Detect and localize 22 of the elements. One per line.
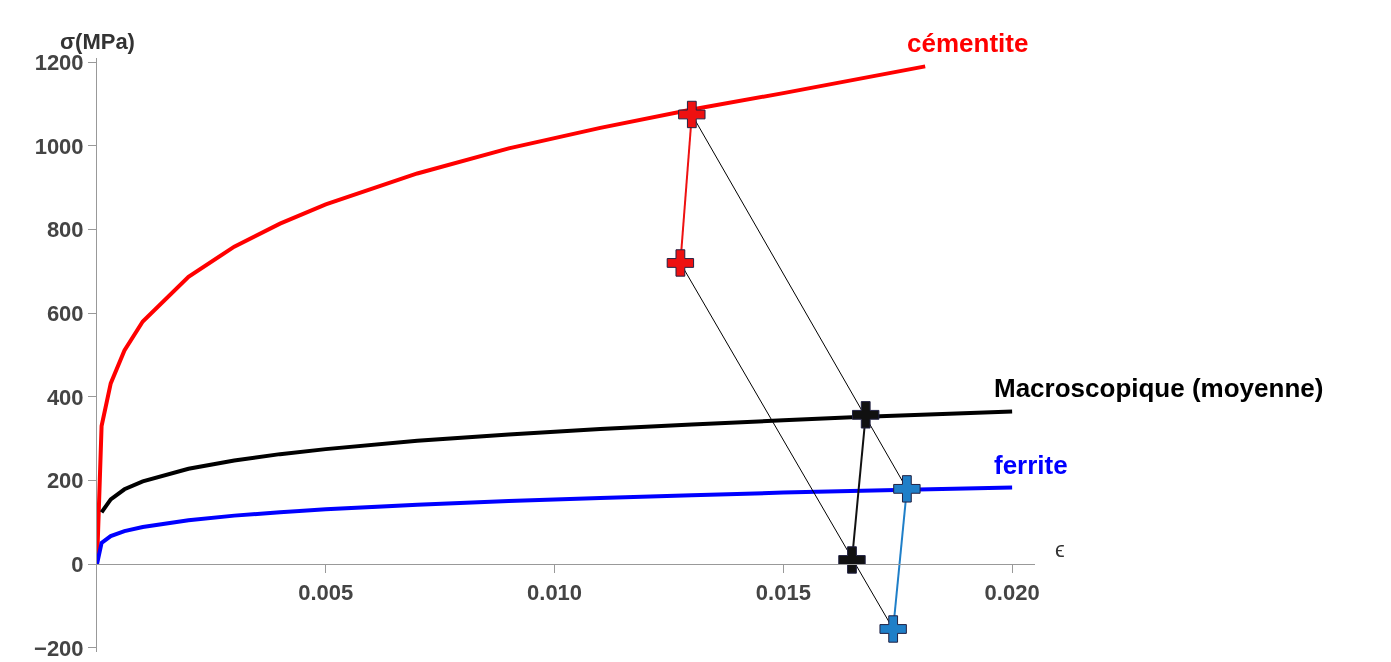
point: [666, 249, 695, 277]
x-tick-label: 0.010: [527, 579, 583, 605]
point: [893, 475, 921, 503]
y-tick-label: 0: [71, 551, 84, 577]
line-series: [97, 485, 1015, 567]
point: [852, 401, 880, 429]
point: [879, 615, 907, 643]
series-label: Macroscopique (moyenne): [994, 373, 1324, 403]
point: [838, 546, 866, 574]
y-tick-label: 800: [46, 217, 84, 243]
point: [678, 100, 706, 129]
x-tick-label: 0.005: [298, 579, 354, 605]
x-tick-label: 0.015: [755, 579, 811, 605]
x-axis-title: ϵ: [1055, 537, 1065, 562]
y-tick-label: 200: [46, 468, 84, 494]
y-tick-label: 1000: [34, 133, 84, 159]
y-tick-label: 400: [46, 384, 84, 410]
y-tick-label: 600: [46, 300, 84, 326]
y-tick-label: −200: [34, 635, 84, 661]
series-label: cémentite: [907, 28, 1029, 58]
series-label: ferrite: [994, 450, 1068, 480]
x-tick-label: 0.020: [984, 579, 1040, 605]
